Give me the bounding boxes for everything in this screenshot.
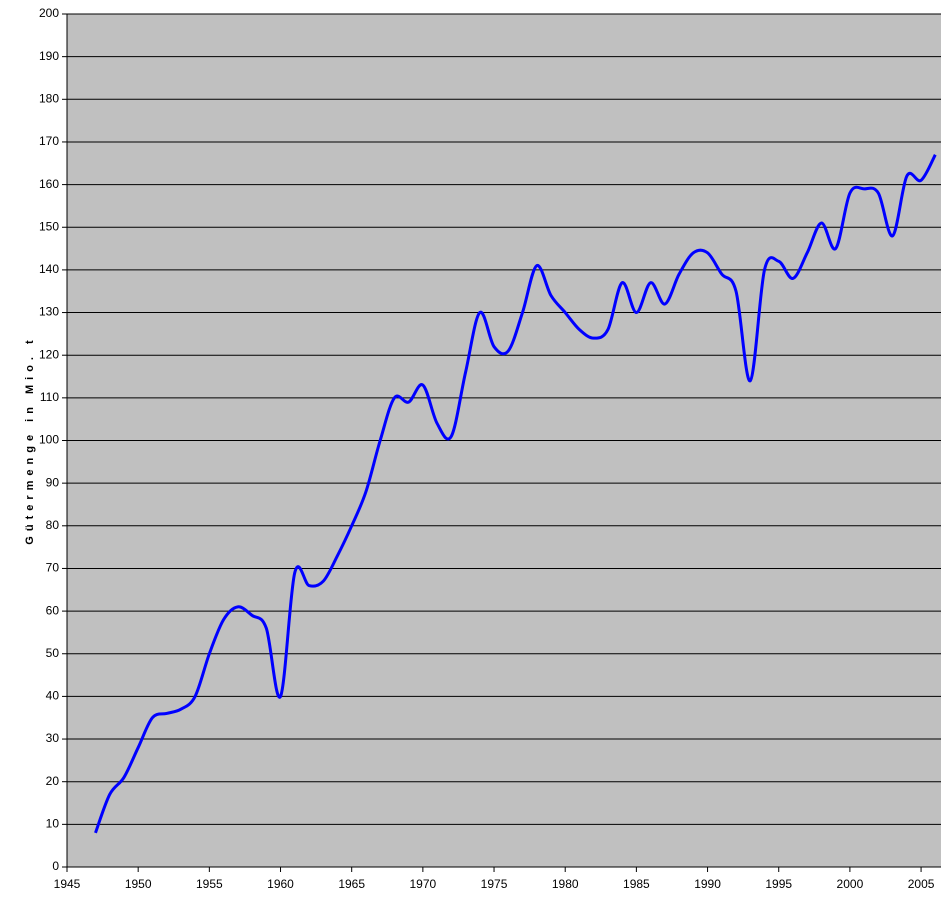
- y-tick-label: 60: [46, 603, 60, 617]
- x-tick-label: 1970: [410, 877, 437, 891]
- y-tick-label: 110: [40, 390, 59, 404]
- x-tick-label: 1985: [623, 877, 650, 891]
- x-tick-label: 1990: [694, 877, 721, 891]
- x-tick-label: 1945: [54, 877, 81, 891]
- y-tick-label: 190: [39, 49, 59, 63]
- x-tick-label: 1995: [765, 877, 792, 891]
- y-tick-label: 0: [52, 859, 59, 873]
- y-tick-label: 90: [46, 475, 60, 489]
- x-tick-label: 1975: [481, 877, 508, 891]
- y-tick-label: 120: [39, 347, 59, 361]
- x-tick-label: 2000: [837, 877, 864, 891]
- y-tick-label: 70: [46, 561, 60, 575]
- x-tick-label: 1955: [196, 877, 223, 891]
- y-tick-label: 20: [46, 774, 60, 788]
- x-tick-label: 1980: [552, 877, 579, 891]
- y-axis-label: Gütermenge in Mio. t: [24, 335, 36, 544]
- y-tick-label: 140: [39, 262, 59, 276]
- y-tick-label: 180: [39, 91, 59, 105]
- y-tick-label: 30: [46, 731, 60, 745]
- x-tick-label: 1950: [125, 877, 152, 891]
- y-tick-label: 50: [46, 646, 60, 660]
- y-tick-label: 40: [46, 689, 60, 703]
- data-line: [94, 154, 937, 834]
- x-tick-label: 1965: [338, 877, 365, 891]
- y-tick-label: 200: [39, 6, 59, 20]
- x-tick-label: 1960: [267, 877, 294, 891]
- y-tick-label: 10: [46, 817, 60, 831]
- y-tick-label: 130: [39, 305, 59, 319]
- y-tick-label: 170: [39, 134, 59, 148]
- y-tick-label: 100: [39, 433, 59, 447]
- y-tick-label: 80: [46, 518, 60, 532]
- x-tick-label: 2005: [908, 877, 935, 891]
- y-tick-label: 150: [39, 219, 59, 233]
- y-tick-label: 160: [39, 177, 59, 191]
